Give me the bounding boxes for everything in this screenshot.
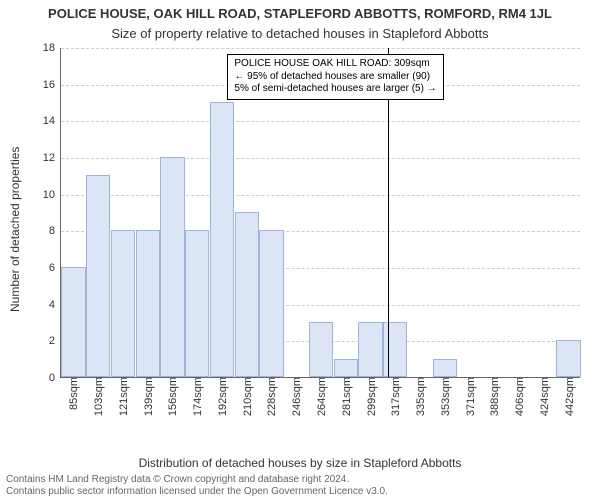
y-tick-label: 12 — [43, 152, 61, 164]
y-tick-label: 8 — [49, 225, 61, 237]
histogram-bar — [309, 322, 333, 377]
y-tick-label: 4 — [49, 299, 61, 311]
histogram-bar — [556, 340, 580, 377]
x-tick-label: 174sqm — [190, 377, 204, 416]
y-tick-label: 14 — [43, 115, 61, 127]
x-tick-label: 139sqm — [141, 377, 155, 416]
histogram-bar — [383, 322, 407, 377]
histogram-bar — [111, 230, 135, 377]
y-tick-label: 16 — [43, 79, 61, 91]
y-axis-label: Number of detached properties — [8, 147, 22, 312]
x-tick-label: 335sqm — [413, 377, 427, 416]
annotation-line3: 5% of semi-detached houses are larger (5… — [234, 83, 436, 96]
x-tick-label: 281sqm — [339, 377, 353, 416]
annotation-line2: ← 95% of detached houses are smaller (90… — [234, 71, 436, 84]
plot-area: 02468101214161885sqm103sqm121sqm139sqm15… — [60, 48, 580, 378]
x-tick-label: 264sqm — [314, 377, 328, 416]
histogram-bar — [235, 212, 259, 377]
y-tick-label: 6 — [49, 262, 61, 274]
chart-container: { "title_line1": "POLICE HOUSE, OAK HILL… — [0, 0, 600, 500]
x-axis-label: Distribution of detached houses by size … — [0, 456, 600, 470]
y-tick-label: 2 — [49, 335, 61, 347]
histogram-bar — [358, 322, 382, 377]
histogram-bar — [86, 175, 110, 377]
histogram-bar — [61, 267, 85, 377]
x-tick-label: 424sqm — [537, 377, 551, 416]
x-tick-label: 156sqm — [165, 377, 179, 416]
x-tick-label: 442sqm — [562, 377, 576, 416]
chart-title-line1: POLICE HOUSE, OAK HILL ROAD, STAPLEFORD … — [0, 6, 600, 21]
footer-line1: Contains HM Land Registry data © Crown c… — [6, 474, 594, 486]
y-tick-label: 10 — [43, 189, 61, 201]
x-tick-label: 85sqm — [66, 377, 80, 410]
y-tick-label: 18 — [43, 42, 61, 54]
x-tick-label: 406sqm — [512, 377, 526, 416]
histogram-bar — [433, 359, 457, 377]
annotation-line1: POLICE HOUSE OAK HILL ROAD: 309sqm — [234, 58, 436, 71]
x-tick-label: 371sqm — [463, 377, 477, 416]
grid-line — [61, 158, 580, 159]
annotation-box: POLICE HOUSE OAK HILL ROAD: 309sqm ← 95%… — [227, 54, 443, 100]
x-tick-label: 103sqm — [91, 377, 105, 416]
chart-title-line2: Size of property relative to detached ho… — [0, 26, 600, 41]
footer-text: Contains HM Land Registry data © Crown c… — [6, 474, 594, 498]
x-tick-label: 192sqm — [215, 377, 229, 416]
x-tick-label: 121sqm — [116, 377, 130, 416]
x-tick-label: 210sqm — [240, 377, 254, 416]
histogram-bar — [136, 230, 160, 377]
footer-line2: Contains public sector information licen… — [6, 486, 594, 498]
x-tick-label: 353sqm — [438, 377, 452, 416]
x-tick-label: 388sqm — [487, 377, 501, 416]
x-tick-label: 317sqm — [388, 377, 402, 416]
y-tick-label: 0 — [49, 372, 61, 384]
histogram-bar — [160, 157, 184, 377]
x-tick-label: 246sqm — [289, 377, 303, 416]
x-tick-label: 299sqm — [364, 377, 378, 416]
histogram-bar — [185, 230, 209, 377]
histogram-bar — [210, 102, 234, 377]
histogram-bar — [259, 230, 283, 377]
x-tick-label: 228sqm — [264, 377, 278, 416]
grid-line — [61, 195, 580, 196]
grid-line — [61, 121, 580, 122]
histogram-bar — [334, 359, 358, 377]
grid-line — [61, 48, 580, 49]
